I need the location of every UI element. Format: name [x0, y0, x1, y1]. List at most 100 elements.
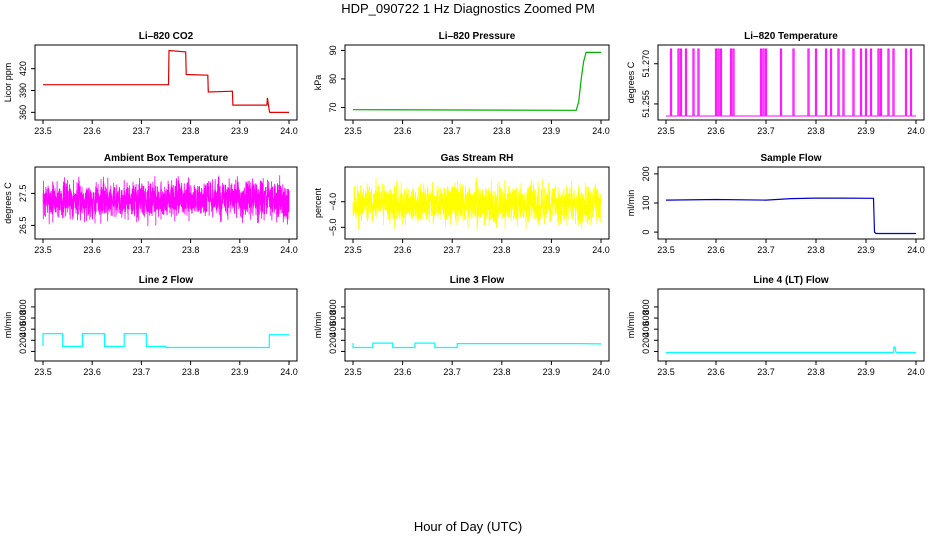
y-axis-label: degrees C — [626, 61, 636, 103]
x-tick-label: 23.6 — [707, 245, 725, 255]
x-tick-label: 23.6 — [83, 367, 101, 377]
series-group — [352, 51, 601, 111]
series-line — [352, 176, 602, 231]
y-tick-label: 200 — [641, 166, 651, 181]
x-tick-label: 23.9 — [231, 126, 249, 136]
x-tick-label: 23.5 — [34, 126, 52, 136]
y-tick-label: 0 — [328, 349, 338, 354]
y-tick-label: 26.5 — [18, 217, 28, 235]
series-group — [352, 176, 602, 231]
x-tick-label: 23.5 — [657, 245, 675, 255]
y-axis-label: ml/min — [313, 312, 323, 339]
x-tick-label: 24.0 — [280, 245, 298, 255]
plot-frame — [344, 44, 610, 121]
x-tick-label: 23.8 — [807, 367, 825, 377]
plot-frame — [34, 166, 298, 240]
x-tick-label: 23.6 — [394, 245, 412, 255]
y-tick-label: 600 — [18, 311, 28, 326]
x-tick-label: 24.0 — [592, 245, 610, 255]
y-tick-label: 800 — [18, 299, 28, 314]
y-tick-label: 600 — [641, 311, 651, 326]
x-tick-label: 23.9 — [857, 367, 875, 377]
plot-frame — [657, 166, 925, 240]
x-tick-label: 23.7 — [757, 126, 775, 136]
y-axis-label: Licor ppm — [3, 63, 13, 103]
panel-title: Sample Flow — [760, 153, 821, 164]
plot-frame — [657, 44, 925, 121]
y-axis-label: ml/min — [626, 312, 636, 339]
x-tick-label: 23.8 — [807, 245, 825, 255]
y-axis-label: percent — [313, 187, 323, 218]
series-line — [42, 333, 289, 349]
x-tick-label: 23.6 — [394, 126, 412, 136]
y-tick-label: −4.0 — [328, 193, 338, 211]
x-tick-label: 23.9 — [857, 126, 875, 136]
y-tick-label: 100 — [641, 195, 651, 210]
y-axis-label: kPa — [313, 75, 323, 91]
plot-frame — [34, 288, 298, 362]
series-group — [666, 48, 916, 117]
x-tick-label: 23.7 — [757, 367, 775, 377]
x-tick-label: 23.5 — [34, 367, 52, 377]
x-tick-label: 24.0 — [907, 367, 925, 377]
panel-title: Gas Stream RH — [441, 153, 514, 164]
y-tick-label: 400 — [328, 322, 338, 337]
panel-4: Ambient Box Temperature degrees C 23.5 23.6… — [3, 153, 298, 255]
x-tick-label: 23.5 — [657, 367, 675, 377]
x-tick-label: 23.5 — [344, 367, 362, 377]
x-tick-label: 23.5 — [344, 126, 362, 136]
series-line — [42, 175, 290, 227]
series-group — [666, 346, 916, 354]
y-tick-label: 400 — [18, 322, 28, 337]
plot-frame — [344, 288, 610, 362]
plot-frame — [344, 166, 610, 240]
x-tick-label: 23.9 — [857, 245, 875, 255]
x-tick-label: 23.7 — [133, 126, 151, 136]
panel-title: Li–820 Temperature — [744, 31, 838, 42]
y-tick-label: 200 — [641, 333, 651, 348]
panel-title: Ambient Box Temperature — [104, 153, 229, 164]
series-line — [352, 51, 601, 111]
x-tick-label: 23.8 — [182, 245, 200, 255]
x-tick-label: 23.7 — [133, 367, 151, 377]
x-tick-label: 24.0 — [280, 367, 298, 377]
y-axis-label: ml/min — [626, 190, 636, 217]
x-tick-label: 23.5 — [34, 245, 52, 255]
x-tick-label: 23.7 — [757, 245, 775, 255]
x-tick-label: 23.7 — [443, 245, 461, 255]
x-tick-label: 23.8 — [182, 367, 200, 377]
plot-frame — [657, 288, 925, 362]
series-group — [42, 175, 290, 227]
y-tick-label: 0 — [641, 349, 651, 354]
y-tick-label: 51.270 — [641, 50, 651, 78]
y-tick-label: 80 — [328, 74, 338, 84]
panel-title: Line 4 (LT) Flow — [753, 275, 829, 286]
series-group — [665, 197, 916, 235]
y-tick-label: 200 — [18, 333, 28, 348]
x-tick-label: 23.7 — [133, 245, 151, 255]
panel-6: Sample Flow ml/min 23.5 23.6 23.7 23.8 23.9 24.… — [626, 153, 925, 255]
x-tick-label: 23.9 — [543, 126, 561, 136]
y-tick-label: 800 — [641, 299, 651, 314]
y-tick-label: 390 — [18, 83, 28, 98]
series-line — [352, 342, 602, 349]
x-tick-label: 23.6 — [83, 126, 101, 136]
y-tick-label: 0 — [18, 349, 28, 354]
panel-title: Line 3 Flow — [450, 275, 505, 286]
series-line — [666, 346, 916, 354]
y-tick-label: 90 — [328, 45, 338, 55]
y-axis-label: ml/min — [3, 312, 13, 339]
panel-7: Line 2 Flow ml/min 23.5 23.6 23.7 23.8 23.9 24.… — [3, 275, 298, 377]
x-tick-label: 23.5 — [344, 245, 362, 255]
panel-title: Li–820 CO2 — [139, 31, 194, 42]
x-tick-label: 23.9 — [231, 367, 249, 377]
figure-x-axis-label: Hour of Day (UTC) — [414, 519, 522, 534]
y-tick-label: 800 — [328, 299, 338, 314]
x-tick-label: 23.8 — [493, 367, 511, 377]
y-tick-label: 51.255 — [641, 90, 651, 118]
y-tick-label: 400 — [641, 322, 651, 337]
series-line — [666, 48, 916, 117]
panel-3: Li–820 Temperature degrees C 23.5 23.6 23.7 2… — [626, 31, 925, 136]
x-tick-label: 23.5 — [657, 126, 675, 136]
